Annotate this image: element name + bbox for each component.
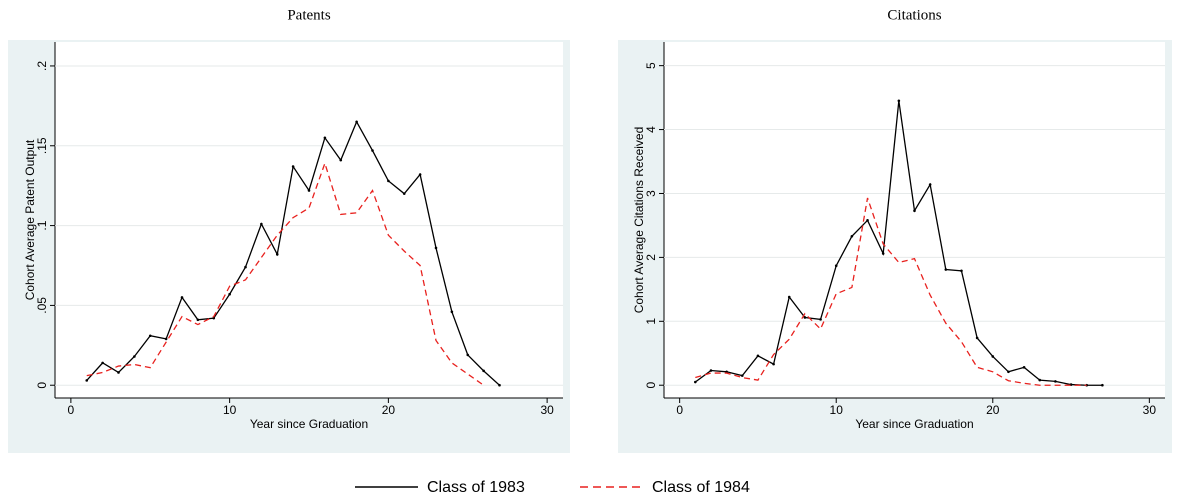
y-axis-label: Cohort Average Patent Output xyxy=(23,139,37,300)
y-tick-label: .05 xyxy=(35,297,49,314)
legend-label: Class of 1983 xyxy=(427,479,525,496)
x-tick-label: 30 xyxy=(540,403,554,417)
data-point xyxy=(498,383,501,387)
data-point xyxy=(450,310,454,314)
x-tick-label: 20 xyxy=(986,403,1000,417)
data-point xyxy=(482,369,485,373)
data-point xyxy=(275,253,279,256)
data-point xyxy=(228,292,231,296)
data-point xyxy=(434,246,438,250)
y-tick-label: 0 xyxy=(35,382,49,389)
data-point xyxy=(756,354,760,358)
data-point xyxy=(133,355,136,358)
data-point xyxy=(819,318,822,321)
data-point xyxy=(180,296,184,299)
data-point xyxy=(803,316,807,319)
data-point xyxy=(339,158,343,162)
data-point xyxy=(1007,370,1010,374)
x-tick-label: 10 xyxy=(223,403,237,417)
data-point xyxy=(101,361,104,365)
data-point xyxy=(709,369,713,372)
x-tick-label: 0 xyxy=(676,403,683,417)
data-point xyxy=(772,362,775,366)
data-point xyxy=(740,374,744,377)
data-point xyxy=(897,99,901,103)
data-point xyxy=(323,136,327,140)
data-point xyxy=(307,189,311,192)
data-point xyxy=(787,295,791,299)
data-point xyxy=(881,252,885,255)
data-point xyxy=(371,149,374,152)
data-point xyxy=(164,337,168,341)
data-point xyxy=(1054,380,1057,383)
data-point xyxy=(866,219,869,222)
data-point xyxy=(291,165,295,168)
data-point xyxy=(1038,378,1042,382)
data-point xyxy=(960,269,963,273)
data-point xyxy=(1101,383,1104,387)
data-point xyxy=(196,318,200,322)
y-tick-label: .2 xyxy=(35,61,49,71)
data-point xyxy=(850,234,854,238)
plot-area xyxy=(55,42,563,398)
chart-title: Citations xyxy=(887,7,941,23)
y-tick-label: .1 xyxy=(35,220,49,230)
data-point xyxy=(418,173,422,176)
data-point xyxy=(913,209,916,213)
data-point xyxy=(928,183,932,186)
chart-title: Patents xyxy=(287,7,330,23)
series-line xyxy=(695,197,1087,386)
data-point xyxy=(466,353,470,357)
y-axis-label: Cohort Average Citations Received xyxy=(632,127,646,314)
panel: Patents 0 .05 .1 .15 .2 0 10 20 30 Year since Grad… xyxy=(8,7,570,453)
x-tick-label: 10 xyxy=(830,403,844,417)
data-point xyxy=(117,371,120,374)
data-point xyxy=(944,268,948,271)
data-point xyxy=(387,179,390,183)
data-point xyxy=(244,265,247,269)
y-tick-label: 1 xyxy=(644,318,658,325)
data-point xyxy=(834,264,838,267)
y-tick-label: 4 xyxy=(644,126,658,133)
y-tick-label: 3 xyxy=(644,190,658,197)
y-tick-label: 2 xyxy=(644,254,658,261)
data-point xyxy=(975,336,979,340)
data-point xyxy=(402,192,406,195)
data-point xyxy=(355,120,358,124)
y-tick-label: 5 xyxy=(644,62,658,69)
data-point xyxy=(991,355,995,358)
legend-label: Class of 1984 xyxy=(652,479,750,496)
data-point xyxy=(694,380,697,384)
plot-area xyxy=(664,42,1165,398)
y-tick-label: 0 xyxy=(644,382,658,389)
x-axis-label: Year since Graduation xyxy=(855,417,973,431)
x-tick-label: 0 xyxy=(68,403,75,417)
data-point xyxy=(260,222,263,226)
x-tick-label: 20 xyxy=(382,403,396,417)
y-tick-label: .15 xyxy=(35,137,49,154)
data-point xyxy=(148,334,152,338)
x-tick-label: 30 xyxy=(1143,403,1157,417)
series-line xyxy=(86,161,484,386)
panel: Citations 0 1 2 3 4 5 0 10 20 30 Year since Graduat… xyxy=(618,7,1172,453)
data-point xyxy=(85,379,89,382)
data-point xyxy=(1022,366,1026,369)
x-axis-label: Year since Graduation xyxy=(250,417,368,431)
